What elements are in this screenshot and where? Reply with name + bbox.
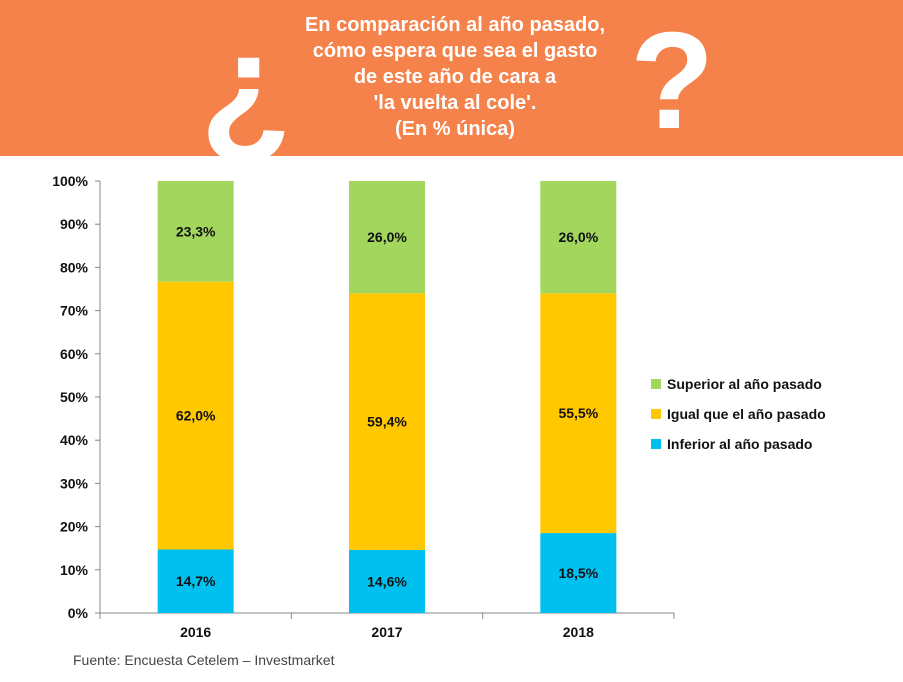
data-label: 26,0% <box>367 229 407 245</box>
y-tick-label: 90% <box>60 216 89 232</box>
data-label: 14,6% <box>367 573 407 589</box>
bar-segment <box>157 181 234 282</box>
data-label: 59,4% <box>367 414 407 430</box>
chart-title: En comparación al año pasado, cómo esper… <box>270 12 640 142</box>
data-label: 62,0% <box>176 408 216 424</box>
bar-segment <box>349 293 425 550</box>
y-tick-label: 30% <box>60 475 89 491</box>
chart-legend: Superior al año pasado Igual que el año p… <box>651 369 826 459</box>
legend-swatch <box>651 379 661 389</box>
title-line: cómo espera que sea el gasto <box>312 40 598 62</box>
x-tick-label: 2017 <box>371 624 402 640</box>
data-label: 14,7% <box>176 573 216 589</box>
legend-swatch <box>651 409 661 419</box>
bar-segment <box>349 181 425 294</box>
data-label: 26,0% <box>558 229 598 245</box>
title-line: En comparación al año pasado, <box>304 14 606 36</box>
bar-segment <box>157 281 234 550</box>
title-line: (En % única) <box>394 118 515 140</box>
x-tick-label: 2016 <box>180 624 211 640</box>
y-tick-label: 50% <box>60 389 89 405</box>
bar-segment <box>540 293 617 534</box>
title-banner: ¿ En comparación al año pasado, cómo esp… <box>0 0 903 160</box>
source-note: Fuente: Encuesta Cetelem – Investmarket <box>73 652 335 668</box>
legend-item: Superior al año pasado <box>651 369 826 399</box>
bar-segment <box>540 533 617 613</box>
legend-swatch <box>651 439 661 449</box>
y-tick-label: 100% <box>52 173 88 189</box>
title-line: 'la vuelta al cole'. <box>373 92 537 114</box>
legend-label: Inferior al año pasado <box>667 436 813 452</box>
bar-segment <box>157 549 234 613</box>
legend-label: Superior al año pasado <box>667 376 822 392</box>
y-tick-label: 70% <box>60 303 89 319</box>
data-label: 55,5% <box>558 405 598 421</box>
data-label: 18,5% <box>558 565 598 581</box>
data-label: 23,3% <box>176 223 216 239</box>
bar-segment <box>540 181 617 294</box>
y-tick-label: 20% <box>60 519 89 535</box>
bar-segment <box>349 549 425 613</box>
question-mark-icon: ? <box>630 4 715 158</box>
inverted-question-mark-icon: ¿ <box>200 1 292 169</box>
y-tick-label: 0% <box>68 605 89 621</box>
legend-item: Inferior al año pasado <box>651 429 826 459</box>
title-line: de este año de cara a <box>353 66 557 88</box>
y-tick-label: 10% <box>60 562 89 578</box>
y-tick-label: 80% <box>60 259 89 275</box>
y-tick-label: 60% <box>60 346 89 362</box>
legend-item: Igual que el año pasado <box>651 399 826 429</box>
x-tick-label: 2018 <box>563 624 594 640</box>
legend-label: Igual que el año pasado <box>667 406 826 422</box>
y-tick-label: 40% <box>60 432 89 448</box>
